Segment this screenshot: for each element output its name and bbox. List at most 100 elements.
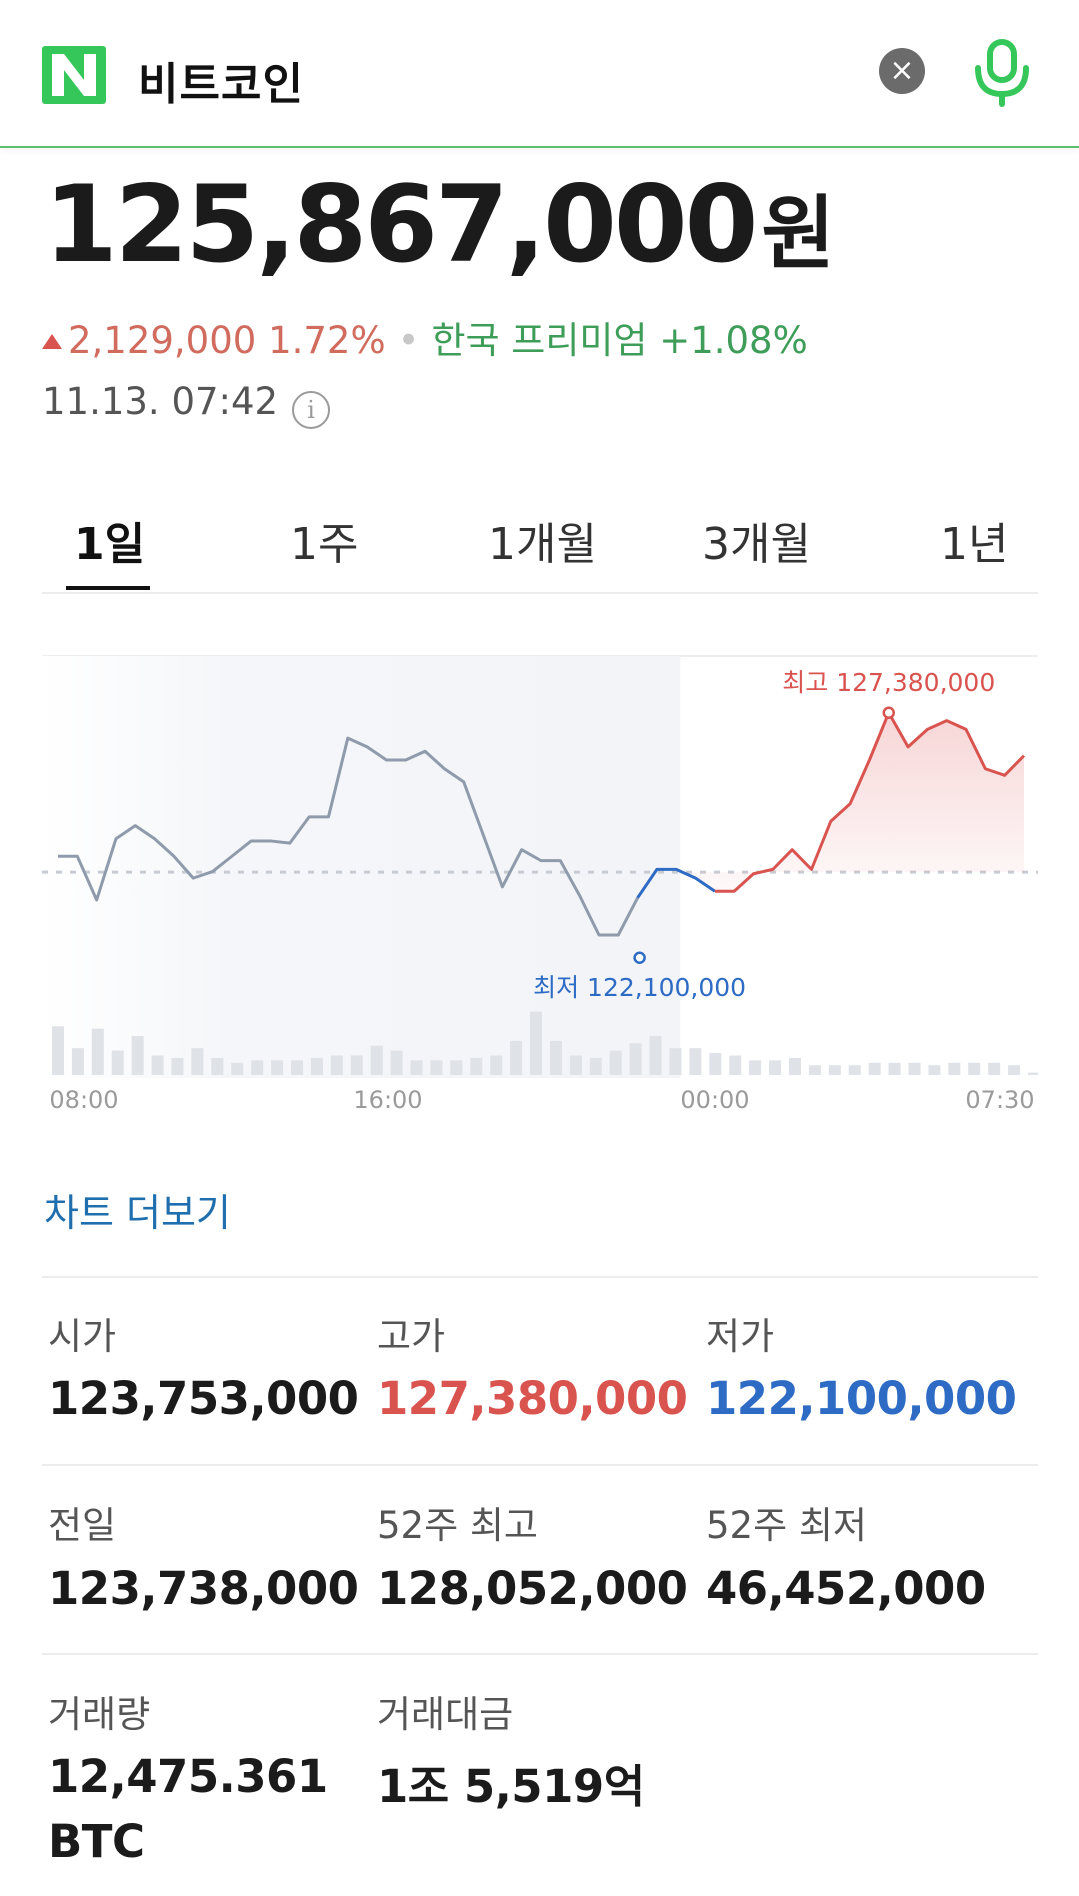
separator-dot: • [397,319,420,362]
info-icon[interactable]: i [292,391,331,429]
volume-bar [848,1065,861,1075]
volume-bar [370,1045,383,1075]
past-price-line [58,736,639,937]
current-session-fill [676,712,1024,892]
low-marker [633,951,646,964]
volume-bar [530,1011,543,1075]
below-close-line [636,867,716,899]
chart-layer: 최고 127,380,000 최저 122,100,000 08:00 16:00 00… [42,655,1040,1114]
volume-bar [490,1055,503,1075]
divider [42,1464,1038,1466]
volume-bar [211,1057,224,1075]
volume-bar [330,1055,343,1075]
current-price: 125,867,000원 [44,172,835,278]
volume-bar [271,1060,284,1075]
clear-button[interactable]: × [879,48,925,94]
volume-bar [52,1026,64,1075]
naver-logo[interactable] [42,46,106,104]
volume-bar [888,1062,901,1075]
volume-bar [151,1055,164,1075]
stat-52w-low-value: 46,452,000 [706,1562,986,1615]
volume-bar [231,1062,244,1075]
divider [42,1276,1038,1278]
active-tab-indicator [66,586,150,590]
volume-bar [569,1055,582,1075]
x-tick-label: 07:30 [965,1086,1034,1114]
tab-1w[interactable]: 1주 [290,519,359,570]
volume-bar [291,1060,304,1075]
price-value: 125,867,000 [44,163,758,286]
volume-bar [350,1055,363,1075]
low-label: 최저 122,100,000 [533,973,746,1002]
stat-high-label: 고가 [377,1315,446,1358]
volume-bar [828,1065,841,1075]
stat-open-value: 123,753,000 [48,1372,359,1425]
volume-bar [470,1057,483,1075]
stat-52w-high-value: 128,052,000 [377,1562,688,1615]
volume-bar [549,1040,562,1075]
volume-bar [310,1057,323,1075]
volume-bar [410,1060,423,1075]
stat-turnover-value: 1조 5,519억 [377,1760,645,1813]
stat-52w-low-label: 52주 최저 [706,1504,867,1547]
x-tick-label: 00:00 [680,1086,749,1114]
volume-bar [251,1060,264,1075]
volume-bar [709,1053,722,1075]
volume-bar [171,1057,184,1075]
volume-bar [769,1060,782,1075]
volume-bar [450,1060,463,1075]
stat-prev-close-value: 123,738,000 [48,1562,359,1615]
stat-prev-close-label: 전일 [48,1504,117,1547]
timestamp-text: 11.13. 07:42 [42,380,279,423]
volume-bar [928,1065,941,1075]
x-tick-label: 08:00 [49,1086,118,1114]
volume-bar [968,1062,981,1075]
volume-bar [71,1048,84,1075]
volume-bar [510,1040,523,1075]
volume-bar [430,1060,443,1075]
volume-bar [131,1035,144,1075]
stat-open-label: 시가 [48,1315,117,1358]
stat-turnover-label: 거래대금 [377,1693,514,1736]
chart-svg: 최고 127,380,000 최저 122,100,000 08:00 16:00 00… [42,655,1040,1114]
volume-bar [808,1065,821,1075]
change-line: 2,129,000 1.72% • 한국 프리미엄 +1.08% [42,310,808,364]
search-query[interactable]: 비트코인 [138,59,304,110]
volume-bar [629,1043,642,1075]
high-marker [882,706,896,719]
price-chart[interactable]: 최고 127,380,000 최저 122,100,000 08:00 16:00 00… [42,650,1040,1120]
search-header: 비트코인 × [0,0,1079,148]
volume-bar [749,1060,762,1075]
tab-1y[interactable]: 1년 [940,519,1009,570]
stat-52w-high-label: 52주 최고 [377,1504,538,1547]
quote-timestamp: 11.13. 07:42 i [42,380,331,429]
chart-more-link[interactable]: 차트 더보기 [44,1191,231,1235]
voice-search-button[interactable] [972,38,1032,108]
korea-premium[interactable]: 한국 프리미엄 +1.08% [431,319,808,362]
volume-bar [111,1050,124,1075]
stat-low-value: 122,100,000 [706,1372,1017,1425]
price-change: 2,129,000 1.72% [68,319,386,362]
close-icon: × [889,53,915,88]
stat-high-value: 127,380,000 [377,1372,688,1425]
volume-bar [91,1028,104,1075]
volume-bar [729,1055,742,1075]
stat-volume-value: 12,475.361 [48,1750,328,1803]
tab-1d[interactable]: 1일 [74,519,146,570]
up-arrow-icon [42,334,62,349]
past-session-shade [42,656,681,1078]
volume-bar [689,1048,702,1075]
volume-bar [908,1062,921,1075]
volume-bar [589,1057,602,1075]
volume-bar [948,1062,961,1075]
volume-bar [1008,1065,1021,1075]
volume-bar [609,1050,622,1075]
price-unit: 원 [761,187,835,280]
volume-bar [390,1050,403,1075]
volume-bar [988,1062,1001,1075]
tab-3m[interactable]: 3개월 [702,519,811,570]
volume-bar [191,1048,204,1075]
tab-1m[interactable]: 1개월 [488,519,597,570]
stat-volume-label: 거래량 [48,1693,151,1736]
volume-bar [1028,1072,1040,1075]
